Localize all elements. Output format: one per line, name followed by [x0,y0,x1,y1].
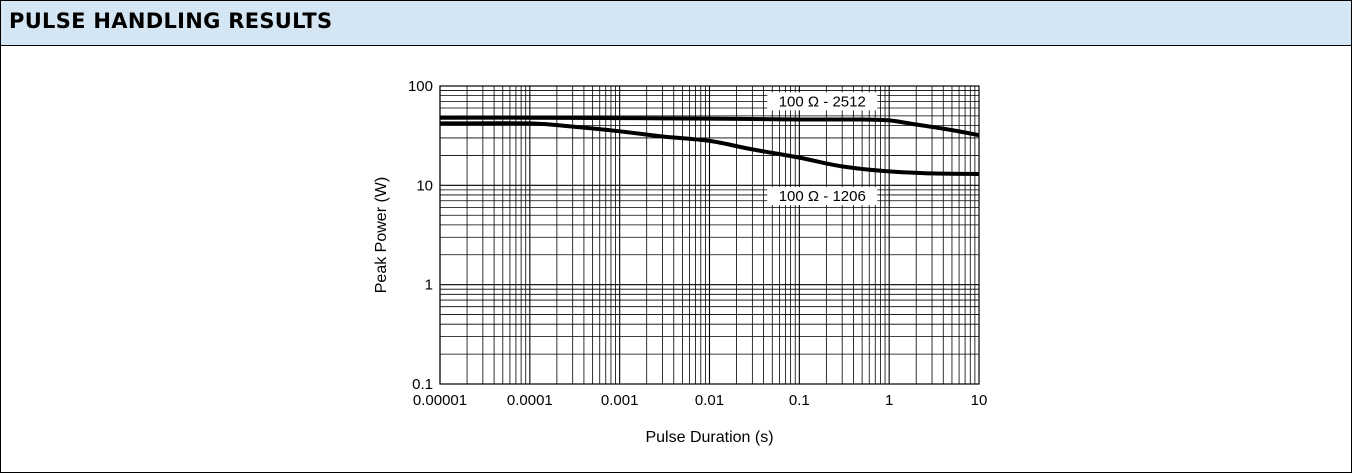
x-tick-label: 0.1 [789,392,810,409]
x-axis-label: Pulse Duration (s) [645,429,773,446]
panel-header: PULSE HANDLING RESULTS [1,1,1351,46]
tick-labels: 0.00001 0.0001 0.001 0.01 0.1 1 10 0.1 1 10 100 [408,78,987,409]
series-line-1 [439,115,980,138]
series-line-2 [439,121,980,176]
y-tick-label: 1 [425,277,433,294]
series-label-box [767,187,878,206]
x-tick-label: 0.01 [695,392,724,409]
x-tick-label: 0.001 [601,392,639,409]
x-tick-label: 0.00001 [413,392,467,409]
panel-title: PULSE HANDLING RESULTS [9,9,333,33]
series-label-2: 100 Ω - 1206 [779,188,866,205]
series-label-box [767,92,878,111]
x-tick-label: 10 [971,392,988,409]
y-tick-label: 10 [416,177,433,194]
plot-frame [439,85,980,385]
chart-series [439,115,980,176]
chart-grid [439,86,979,385]
y-tick-label: 0.1 [412,376,433,393]
y-tick-label: 100 [408,78,433,95]
x-tick-label: 1 [885,392,893,409]
series-label-1: 100 Ω - 2512 [779,93,866,110]
x-tick-label: 0.0001 [507,392,553,409]
series-labels: 100 Ω - 2512 100 Ω - 1206 [767,92,878,206]
y-axis-label: Peak Power (W) [373,177,390,293]
